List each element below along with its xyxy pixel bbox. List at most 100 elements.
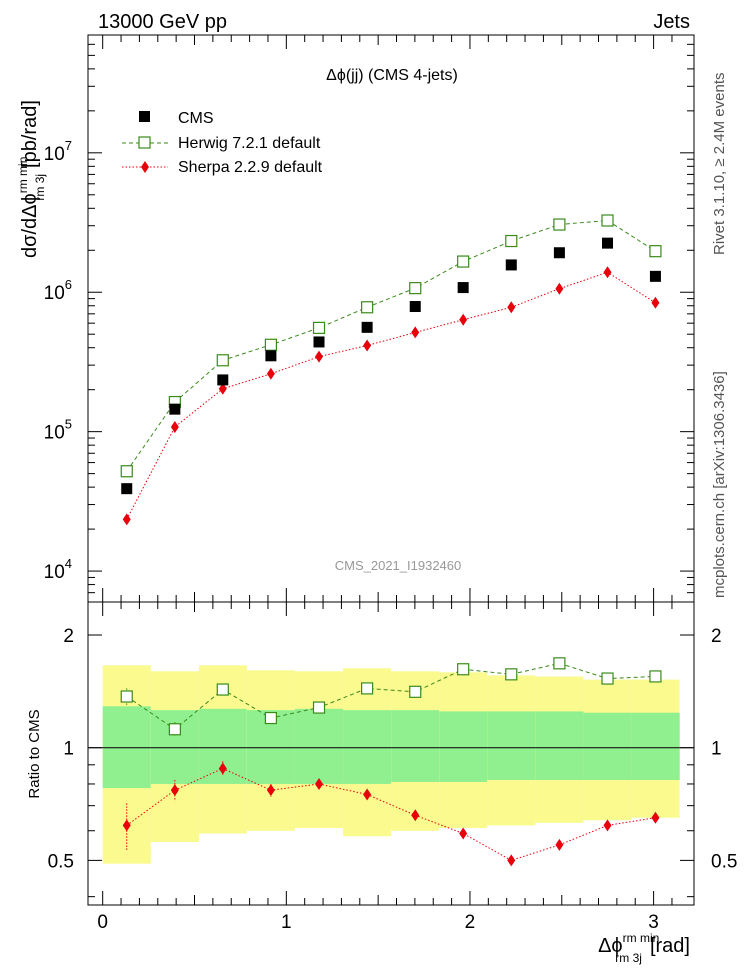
herwig-point [120, 465, 133, 478]
herwig-point [361, 301, 374, 314]
ratio-y-tick-label-right: 1 [711, 739, 722, 760]
y-tick-label: 107 [44, 138, 72, 165]
herwig-point [312, 321, 326, 334]
herwig-ratio-point [120, 690, 133, 703]
sherpa-ratio-point [266, 784, 275, 797]
ratio-plot-frame [87, 601, 695, 906]
herwig-point [649, 245, 662, 258]
legend-herwig-label: Herwig 7.2.1 default [178, 135, 321, 152]
sherpa-ratio-point [218, 762, 227, 775]
jets-label: Jets [653, 11, 690, 33]
sherpa-ratio-point [603, 819, 612, 832]
legend-herwig-marker [138, 136, 151, 149]
sherpa-ratio-point [459, 827, 468, 840]
herwig-ratio-point [216, 683, 229, 696]
sherpa-point [266, 367, 275, 380]
cms-point [457, 282, 469, 294]
y-tick-label: 104 [44, 556, 72, 583]
sherpa-ratio-point [315, 777, 324, 790]
main-plot: 104 105 106 107 Δϕ(jj) (CMS 4-jets) CMS_202… [16, 34, 695, 603]
herwig-ratio-line [126, 662, 656, 730]
inner-uncertainty-band [343, 710, 392, 784]
inner-uncertainty-band [439, 711, 488, 782]
sherpa-point [507, 301, 516, 314]
sherpa-point [363, 339, 372, 352]
inner-uncertainty-band [487, 711, 536, 780]
herwig-line [126, 219, 656, 472]
ratio-y-axis-label: Ratio to CMS [26, 709, 43, 798]
sherpa-ratio-point [363, 788, 372, 801]
sherpa-point [122, 513, 131, 526]
herwig-ratio-point [505, 668, 518, 681]
legend-cms-label: CMS [178, 110, 214, 127]
inner-uncertainty-band [294, 708, 344, 784]
x-tick-label: 2 [465, 912, 476, 933]
legend-sherpa-marker [141, 161, 149, 173]
mcplots-label: mcplots.cern.ch [arXiv:1306.3436] [711, 371, 728, 598]
sherpa-point [459, 313, 468, 326]
inner-uncertainty-band [150, 710, 199, 784]
ratio-y-tick-label-right: 0.5 [711, 851, 737, 872]
x-tick-label: 3 [648, 912, 659, 933]
herwig-ratio-point [409, 685, 422, 698]
herwig-ratio-point [553, 657, 566, 670]
analysis-watermark: CMS_2021_I1932460 [335, 558, 462, 573]
herwig-point [505, 234, 518, 248]
x-axis-label: Δϕrm min rm 3j[rad] [598, 931, 690, 965]
cms-point [409, 301, 421, 313]
herwig-point [553, 218, 566, 231]
sherpa-ratio-point [122, 819, 131, 832]
cms-point [265, 350, 277, 362]
y-axis-label: dσ/dΔϕrm min rm 3j[pb/rad] [16, 100, 47, 258]
herwig-point [457, 255, 470, 268]
inner-uncertainty-band [583, 712, 632, 780]
y-tick-label: 106 [44, 277, 72, 304]
ratio-y-tick-label-left: 2 [63, 626, 74, 647]
sherpa-ratio-line [126, 767, 656, 861]
legend: CMS Herwig 7.2.1 default Sherpa 2.2.9 de… [122, 110, 323, 176]
cms-point [169, 403, 181, 415]
herwig-point [601, 214, 614, 227]
inner-uncertainty-band [102, 706, 151, 789]
herwig-point [216, 354, 229, 367]
herwig-point [409, 282, 422, 295]
ratio-y-tick-label-left: 1 [63, 739, 74, 760]
y-tick-label: 105 [44, 417, 72, 444]
sherpa-point [411, 326, 420, 339]
sherpa-point [170, 420, 179, 433]
energy-label: 13000 GeV pp [98, 11, 227, 33]
sherpa-point [603, 266, 612, 279]
herwig-ratio-point [168, 723, 181, 736]
sherpa-ratio-point [170, 784, 179, 797]
herwig-ratio-point [361, 682, 374, 695]
cms-point [649, 270, 661, 282]
sherpa-point [218, 382, 227, 395]
cms-point [553, 247, 565, 259]
herwig-ratio-point [601, 672, 614, 685]
herwig-ratio-point [312, 701, 326, 714]
ratio-plot: 0.5 0.5 1 1 2 2 0 1 2 3 Ratio to CMS Δϕrm min rm 3… [26, 601, 737, 965]
inner-uncertainty-band [535, 711, 584, 780]
sherpa-ratio-point [555, 838, 564, 851]
sherpa-ratio-point [507, 854, 516, 867]
ratio-y-tick-label-right: 2 [711, 626, 722, 647]
sherpa-line [126, 271, 656, 520]
inner-uncertainty-band [631, 712, 680, 780]
sherpa-ratio-point [651, 811, 660, 824]
inner-uncertainty-band [391, 710, 440, 782]
x-tick-label: 1 [281, 912, 292, 933]
herwig-ratio-point [649, 670, 662, 683]
herwig-point [264, 338, 278, 351]
cms-point [313, 336, 325, 348]
cms-point [361, 321, 373, 333]
ratio-y-tick-label-left: 0.5 [48, 851, 74, 872]
herwig-ratio-point [264, 711, 278, 725]
sherpa-point [555, 282, 564, 295]
legend-cms-marker [139, 111, 150, 122]
herwig-ratio-point [457, 663, 470, 676]
legend-sherpa-label: Sherpa 2.2.9 default [178, 159, 323, 176]
sherpa-ratio-point [411, 809, 420, 822]
sherpa-point [315, 350, 324, 363]
cms-point [505, 259, 517, 271]
x-tick-label: 0 [97, 912, 108, 933]
